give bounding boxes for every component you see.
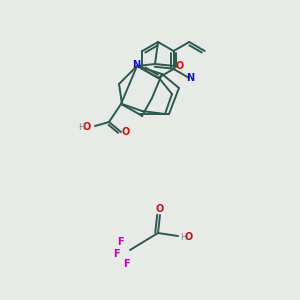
Text: O: O [185,232,193,242]
Text: O: O [122,127,130,137]
Text: H: H [78,122,84,131]
Text: F: F [123,259,129,269]
Text: O: O [83,122,91,132]
Text: O: O [156,204,164,214]
Text: N: N [132,60,140,70]
Text: F: F [113,249,119,259]
Text: O: O [176,61,184,71]
Text: F: F [117,237,123,247]
Text: N: N [186,73,194,83]
Text: H: H [180,232,186,242]
